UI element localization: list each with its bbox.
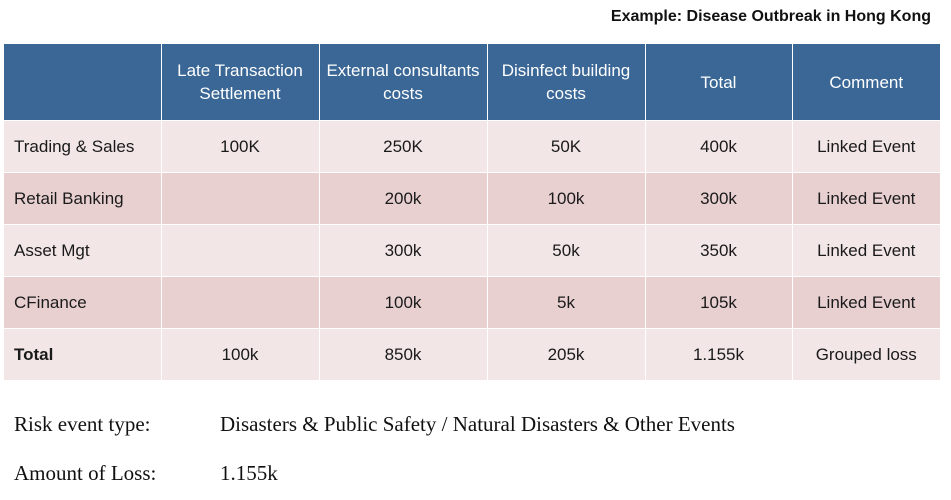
cell-external-consultants: 100k [319,276,488,329]
cell-comment: Linked Event [792,224,940,277]
risk-event-type-value: Disasters & Public Safety / Natural Disa… [220,412,735,436]
row-label: Asset Mgt [4,224,162,277]
risk-event-type-label: Risk event type: [14,412,151,436]
header-external-consultants-costs: External consultants costs [319,44,488,121]
header-disinfect-building-costs: Disinfect building costs [487,44,646,121]
table-row-retail-banking: Retail Banking 200k 100k 300k Linked Eve… [4,172,940,225]
cell-total: 1.155k [645,328,793,380]
table-row-cfinance: CFinance 100k 5k 105k Linked Event [4,276,940,329]
cell-external-consultants: 300k [319,224,488,277]
amount-of-loss-line: Amount of Loss: 1.155k [14,461,278,486]
row-label: Total [4,328,162,380]
cell-disinfect-building: 5k [487,276,646,329]
row-label: Trading & Sales [4,120,162,173]
cell-late-transaction [161,224,320,277]
table-row-total: Total 100k 850k 205k 1.155k Grouped loss [4,328,940,380]
cell-disinfect-building: 205k [487,328,646,380]
cell-total: 400k [645,120,793,173]
table-row-asset-mgt: Asset Mgt 300k 50k 350k Linked Event [4,224,940,277]
cell-total: 350k [645,224,793,277]
risk-event-type-line: Risk event type: Disasters & Public Safet… [14,412,735,437]
cell-comment: Linked Event [792,172,940,225]
header-late-transaction-settlement: Late Transaction Settlement [161,44,320,121]
table-row-trading-sales: Trading & Sales 100K 250K 50K 400k Linke… [4,120,940,173]
row-label: Retail Banking [4,172,162,225]
cell-external-consultants: 250K [319,120,488,173]
cell-late-transaction: 100K [161,120,320,173]
header-cell-empty [4,44,162,121]
cell-late-transaction: 100k [161,328,320,380]
cell-disinfect-building: 50k [487,224,646,277]
cell-external-consultants: 850k [319,328,488,380]
cell-external-consultants: 200k [319,172,488,225]
cell-disinfect-building: 100k [487,172,646,225]
cell-comment: Linked Event [792,276,940,329]
cell-total: 105k [645,276,793,329]
amount-of-loss-value: 1.155k [220,461,278,485]
cell-comment: Linked Event [792,120,940,173]
cell-late-transaction [161,276,320,329]
amount-of-loss-label: Amount of Loss: [14,461,157,485]
cell-comment: Grouped loss [792,328,940,380]
example-caption: Example: Disease Outbreak in Hong Kong [610,8,931,25]
row-label: CFinance [4,276,162,329]
cell-disinfect-building: 50K [487,120,646,173]
header-total: Total [645,44,793,121]
cell-late-transaction [161,172,320,225]
loss-table: Late Transaction Settlement External con… [4,44,940,380]
header-comment: Comment [792,44,940,121]
cell-total: 300k [645,172,793,225]
table-header-row: Late Transaction Settlement External con… [4,44,940,121]
